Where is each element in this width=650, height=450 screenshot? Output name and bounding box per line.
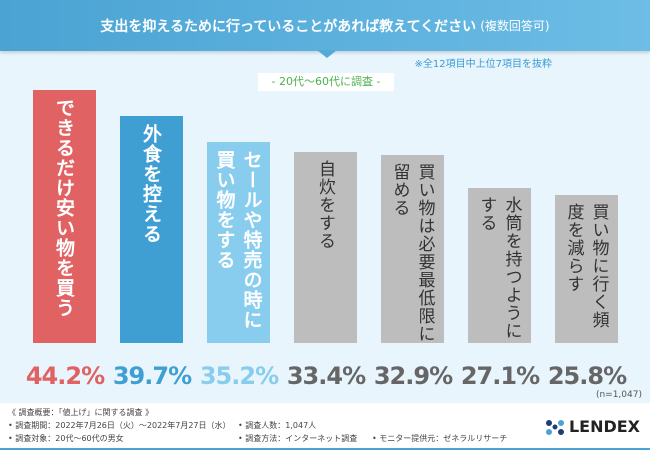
bar-4: 自炊をする [294, 151, 357, 343]
bar-5: 買い物は必要最低限に留める [381, 154, 444, 343]
bar-1: できるだけ安い物を買う [33, 90, 96, 343]
survey-period: • 調査期間：2022年7月26日（火）〜2022年7月27日（水） [8, 421, 231, 430]
survey-count: • 調査人数：1,047人 [238, 421, 317, 430]
bar-7: 買い物に行く頻度を減らす [555, 195, 618, 343]
value-label: 39.7% [112, 362, 192, 390]
bar-label: セールや特売の時に買い物をする [213, 149, 263, 330]
bar-label: 買い物は必要最低限に留める [389, 162, 435, 343]
bar-2: 外食を控える [120, 115, 183, 343]
title-suffix: (複数回答可) [480, 19, 550, 33]
bar-label: 買い物に行く頻度を減らす [563, 203, 609, 330]
bar-label: できるだけ安い物を買う [53, 98, 75, 318]
survey-target: • 調査対象：20代〜60代の男女 [8, 434, 124, 443]
sample-size: (n=1,047) [595, 390, 642, 400]
value-label: 25.8% [547, 362, 627, 390]
bar-label: 自炊をする [315, 159, 335, 250]
survey-provider: • モニター提供元：ゼネラルリサーチ [372, 434, 508, 443]
chart-title: 支出を抑えるために行っていることがあれば教えてください (複数回答可) [0, 0, 650, 51]
footer: 《 調査概要：「値上げ」に関する調査 》 • 調査期間：2022年7月26日（火… [0, 403, 650, 450]
logo-text: LENDEX [568, 417, 640, 436]
bar-label: 外食を控える [140, 123, 162, 244]
logo-mark-icon [545, 419, 564, 435]
survey-method: • 調査方法：インターネット調査 [238, 434, 358, 443]
bar-3: セールや特売の時に買い物をする [207, 141, 270, 343]
bar-6: 水筒を持つようにする [468, 187, 531, 343]
bar-label: 水筒を持つようにする [476, 195, 522, 340]
value-label: 32.9% [373, 362, 453, 390]
value-label: 33.4% [286, 362, 366, 390]
survey-heading: 《 調査概要：「値上げ」に関する調査 》 [8, 408, 154, 417]
lendex-logo: LENDEX [545, 417, 640, 436]
title-pointer [317, 50, 337, 58]
value-label: 35.2% [199, 362, 279, 390]
note: ※全12項目中上位7項目を抜粋 [414, 59, 552, 70]
subtitle: - 20代〜60代に調査 - [258, 73, 394, 91]
value-label: 27.1% [460, 362, 540, 390]
title-text: 支出を抑えるために行っていることがあれば教えてください [100, 18, 477, 35]
value-label: 44.2% [25, 362, 105, 390]
